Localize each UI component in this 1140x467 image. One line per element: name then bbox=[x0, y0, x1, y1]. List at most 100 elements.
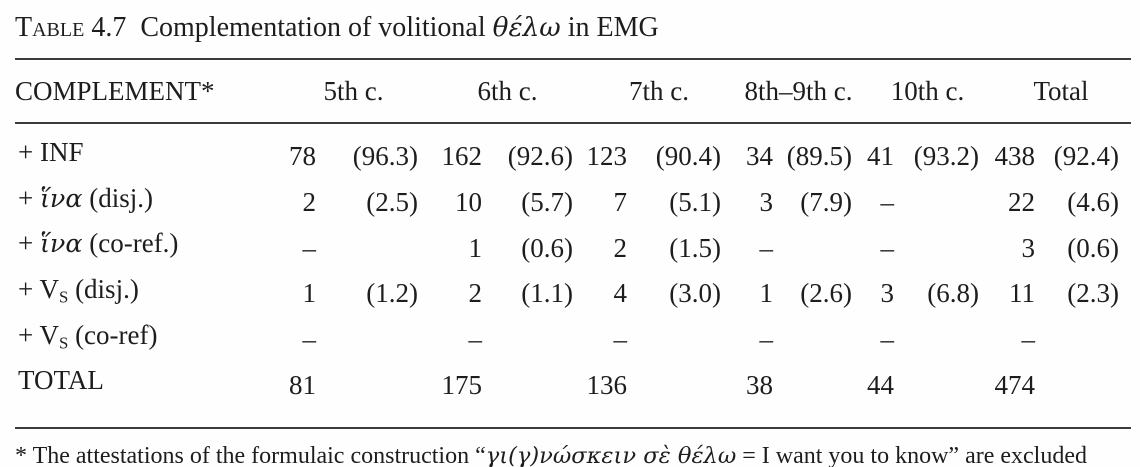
row-label-v: V bbox=[39, 319, 60, 350]
table-row: TOTAL 81 175 136 38 44 474 bbox=[15, 361, 1131, 427]
row-label: + VS (disj.) bbox=[15, 270, 277, 316]
cell-count: – bbox=[302, 232, 317, 263]
caption-title: Complementation of volitional bbox=[140, 12, 493, 43]
cell-count: 2 bbox=[613, 232, 628, 263]
cell-count: 44 bbox=[867, 369, 894, 400]
cell-pct: (2.3) bbox=[1067, 278, 1120, 309]
cell-count: 2 bbox=[468, 278, 483, 309]
row-label-post: (co-ref.) bbox=[82, 228, 179, 259]
cell-count: 162 bbox=[441, 141, 483, 172]
cell-count: 3 bbox=[1021, 232, 1036, 263]
row-label-text: + bbox=[18, 319, 40, 350]
row-label-text: TOTAL bbox=[18, 365, 104, 396]
cell-pct bbox=[322, 316, 430, 362]
cell-pct: (1.1) bbox=[521, 278, 573, 309]
cell-count: – bbox=[468, 324, 483, 355]
col-header-total: Total bbox=[991, 60, 1132, 124]
cell-pct: (5.7) bbox=[521, 187, 573, 217]
col-header-5th: 5th c. bbox=[277, 60, 430, 124]
cell-count: 136 bbox=[586, 369, 628, 400]
row-label-text: + bbox=[18, 274, 40, 305]
cell-count: 22 bbox=[1008, 187, 1035, 217]
row-label-v: V bbox=[39, 274, 60, 305]
caption-number: 4.7 bbox=[91, 12, 127, 43]
row-label: + ἵνα (co-ref.) bbox=[15, 224, 277, 270]
cell-pct bbox=[779, 224, 864, 270]
row-label: + ἵνα (disj.) bbox=[15, 179, 277, 225]
cell-pct: (96.3) bbox=[352, 141, 418, 172]
caption-label: Table bbox=[15, 12, 85, 43]
cell-pct: (90.4) bbox=[655, 141, 721, 172]
cell-pct: (3.0) bbox=[669, 278, 721, 309]
row-label-post: (disj.) bbox=[82, 182, 153, 213]
cell-pct bbox=[488, 316, 585, 362]
col-header-complement: COMPLEMENT* bbox=[15, 60, 277, 124]
cell-pct bbox=[633, 361, 733, 427]
row-label-greek: ἵνα bbox=[39, 228, 83, 259]
cell-pct: (2.5) bbox=[366, 187, 418, 217]
cell-count: 38 bbox=[746, 369, 773, 400]
cell-count: 7 bbox=[613, 187, 628, 217]
row-label-sub: S bbox=[59, 333, 69, 353]
cell-count: – bbox=[759, 232, 774, 263]
cell-pct bbox=[900, 361, 991, 427]
row-label-text: + bbox=[18, 228, 40, 259]
cell-count: 474 bbox=[994, 369, 1036, 400]
row-label: + INF bbox=[15, 123, 277, 179]
cell-count: 78 bbox=[289, 141, 316, 172]
cell-count: – bbox=[880, 232, 895, 263]
table-row: + ἵνα (disj.) 2 (2.5) 10 (5.7) 7 (5.1) 3 (7.… bbox=[15, 179, 1131, 225]
footnote-text: * The attestations of the formulaic cons… bbox=[15, 443, 486, 467]
title-rule bbox=[15, 58, 1131, 60]
caption-greek: θέλω bbox=[492, 13, 561, 43]
table-row: + INF 78 (96.3) 162 (92.6) 123 (90.4) 34 (89… bbox=[15, 123, 1131, 179]
cell-count: 1 bbox=[468, 232, 483, 263]
cell-pct bbox=[779, 316, 864, 362]
row-label-greek: ἵνα bbox=[39, 182, 83, 213]
cell-count: 438 bbox=[994, 141, 1036, 172]
cell-count: 41 bbox=[867, 141, 894, 172]
cell-pct: (6.8) bbox=[927, 278, 979, 309]
cell-pct: (5.1) bbox=[669, 187, 721, 217]
cell-count: 1 bbox=[759, 278, 774, 309]
footnote-rule bbox=[15, 427, 1131, 430]
cell-pct bbox=[1041, 316, 1131, 362]
cell-count: – bbox=[880, 324, 895, 355]
cell-count: 34 bbox=[746, 141, 773, 172]
cell-count: 123 bbox=[586, 141, 628, 172]
cell-pct bbox=[1041, 361, 1131, 427]
cell-count: 4 bbox=[613, 278, 628, 309]
cell-count: – bbox=[759, 324, 774, 355]
col-header-6th: 6th c. bbox=[430, 60, 585, 124]
row-label-sub: S bbox=[59, 287, 69, 307]
cell-pct bbox=[900, 316, 991, 362]
col-header-8th-9th: 8th–9th c. bbox=[733, 60, 864, 124]
cell-pct bbox=[779, 361, 864, 427]
cell-count: 175 bbox=[441, 369, 483, 400]
cell-count: – bbox=[302, 324, 317, 355]
complementation-table: COMPLEMENT* 5th c. 6th c. 7th c. 8th–9th… bbox=[15, 60, 1132, 427]
row-label: TOTAL bbox=[15, 361, 277, 427]
cell-pct bbox=[633, 316, 733, 362]
col-header-7th: 7th c. bbox=[585, 60, 733, 124]
row-label-post: (disj.) bbox=[68, 274, 139, 305]
cell-count: 3 bbox=[880, 278, 895, 309]
cell-pct: (93.2) bbox=[913, 141, 979, 172]
cell-pct: (2.6) bbox=[800, 278, 852, 309]
row-label-text: + INF bbox=[18, 137, 84, 167]
cell-pct: (89.5) bbox=[786, 141, 852, 172]
cell-pct: (1.2) bbox=[366, 278, 418, 309]
cell-pct bbox=[322, 224, 430, 270]
table-row: + ἵνα (co-ref.) – 1 (0.6) 2 (1.5) – – 3 (0.… bbox=[15, 224, 1131, 270]
cell-count: 11 bbox=[1009, 278, 1035, 309]
col-header-10th: 10th c. bbox=[864, 60, 991, 124]
table-row: + VS (co-ref) – – – – – – bbox=[15, 316, 1131, 362]
row-label-text: + bbox=[18, 182, 40, 213]
cell-pct: (92.6) bbox=[507, 141, 573, 172]
cell-pct: (0.6) bbox=[521, 232, 573, 263]
cell-pct bbox=[488, 361, 585, 427]
cell-count: 10 bbox=[455, 187, 482, 217]
row-label-post: (co-ref) bbox=[68, 319, 158, 350]
cell-count: – bbox=[880, 187, 895, 217]
cell-count: – bbox=[1021, 324, 1036, 355]
